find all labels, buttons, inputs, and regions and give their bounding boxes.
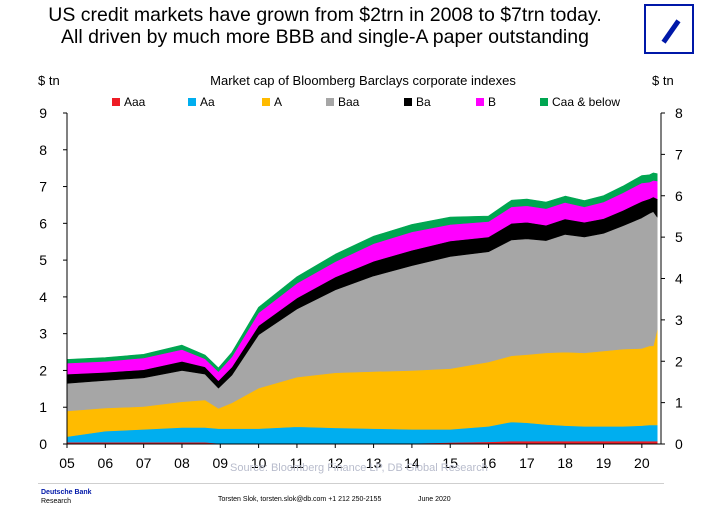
x-tick-label-0: 05 bbox=[59, 455, 75, 471]
left-tick-label-7: 7 bbox=[39, 179, 47, 195]
headline-line-1: US credit markets have grown from $2trn … bbox=[48, 4, 602, 26]
legend-label-1: Aa bbox=[200, 95, 215, 109]
legend-swatch-3 bbox=[326, 98, 334, 106]
left-tick-label-0: 0 bbox=[39, 436, 47, 452]
x-tick-label-10: 15 bbox=[442, 455, 458, 471]
x-tick-label-12: 17 bbox=[519, 455, 535, 471]
left-tick-label-2: 2 bbox=[39, 362, 47, 378]
legend-swatch-6 bbox=[540, 98, 548, 106]
x-tick-label-1: 06 bbox=[98, 455, 114, 471]
left-tick-label-8: 8 bbox=[39, 142, 47, 158]
legend-label-0: Aaa bbox=[124, 95, 146, 109]
area-series-6 bbox=[66, 172, 658, 372]
legend-swatch-0 bbox=[112, 98, 120, 106]
footer-brand-sub: Research bbox=[41, 498, 71, 505]
source-note: Source: Bloomberg Finance LP, DB Global … bbox=[230, 462, 488, 474]
right-tick-label-8: 8 bbox=[675, 105, 683, 121]
x-tick-label-15: 20 bbox=[634, 455, 650, 471]
x-tick-label-4: 09 bbox=[213, 455, 229, 471]
x-tick-label-14: 19 bbox=[596, 455, 612, 471]
x-tick-label-2: 07 bbox=[136, 455, 152, 471]
right-tick-label-7: 7 bbox=[675, 146, 683, 162]
left-tick-label-5: 5 bbox=[39, 252, 47, 268]
chart-title: Market cap of Bloomberg Barclays corpora… bbox=[210, 73, 516, 88]
footer-brand-name: Deutsche Bank bbox=[41, 489, 92, 496]
x-tick-label-8: 13 bbox=[366, 455, 382, 471]
legend-swatch-4 bbox=[404, 98, 412, 106]
footer-brand: Deutsche Bank Research bbox=[41, 488, 92, 506]
right-tick-label-3: 3 bbox=[675, 312, 683, 328]
left-tick-label-1: 1 bbox=[39, 399, 47, 415]
footer-contact: Torsten Slok, torsten.slok@db.com +1 212… bbox=[218, 496, 382, 503]
right-tick-label-0: 0 bbox=[675, 436, 683, 452]
legend-swatch-1 bbox=[188, 98, 196, 106]
left-tick-label-6: 6 bbox=[39, 215, 47, 231]
legend-label-6: Caa & below bbox=[552, 95, 620, 109]
x-tick-label-5: 10 bbox=[251, 455, 267, 471]
right-tick-label-6: 6 bbox=[675, 188, 683, 204]
footer-divider bbox=[38, 483, 664, 484]
footer-date: June 2020 bbox=[418, 496, 451, 503]
legend-label-5: B bbox=[488, 95, 496, 109]
right-tick-label-4: 4 bbox=[675, 271, 683, 287]
legend-label-3: Baa bbox=[338, 95, 360, 109]
left-axis-unit: $ tn bbox=[38, 73, 60, 88]
right-tick-label-5: 5 bbox=[675, 229, 683, 245]
legend-swatch-5 bbox=[476, 98, 484, 106]
x-tick-label-3: 08 bbox=[174, 455, 190, 471]
left-tick-label-9: 9 bbox=[39, 105, 47, 121]
legend-label-2: A bbox=[274, 95, 282, 109]
x-tick-label-6: 11 bbox=[290, 455, 305, 471]
right-tick-label-2: 2 bbox=[675, 353, 683, 369]
left-tick-label-4: 4 bbox=[39, 289, 47, 305]
x-tick-label-7: 12 bbox=[327, 455, 343, 471]
right-axis-unit: $ tn bbox=[652, 73, 674, 88]
left-tick-label-3: 3 bbox=[39, 326, 47, 342]
headline-line-2: All driven by much more BBB and single-A… bbox=[61, 26, 589, 48]
legend-swatch-2 bbox=[262, 98, 270, 106]
legend-label-4: Ba bbox=[416, 95, 431, 109]
headline: US credit markets have grown from $2trn … bbox=[0, 4, 650, 48]
x-tick-label-9: 14 bbox=[404, 455, 420, 471]
right-tick-label-1: 1 bbox=[675, 395, 683, 411]
deutsche-bank-logo-icon bbox=[644, 4, 694, 54]
x-tick-label-13: 18 bbox=[557, 455, 573, 471]
x-tick-label-11: 16 bbox=[481, 455, 497, 471]
